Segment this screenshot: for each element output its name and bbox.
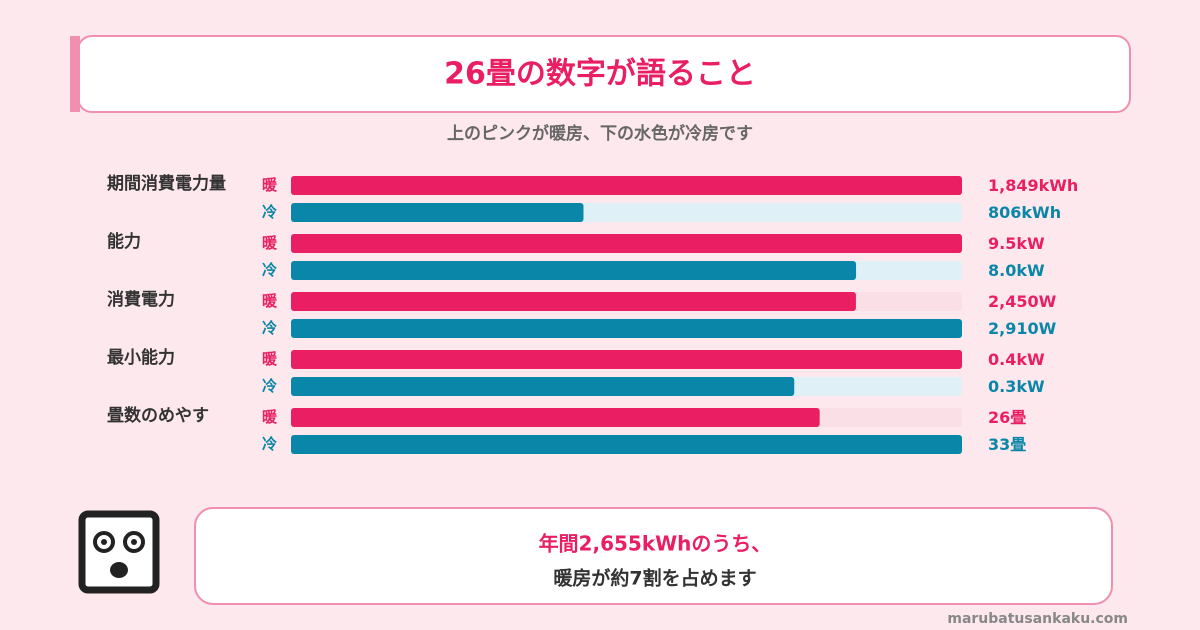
value-label: 0.3kW bbox=[988, 377, 1045, 396]
series-label: 冷 bbox=[262, 435, 277, 453]
value-label: 33畳 bbox=[988, 435, 1026, 454]
category-label: 消費電力 bbox=[107, 289, 175, 310]
icon-mouth bbox=[110, 562, 128, 578]
series-label: 暖 bbox=[262, 292, 278, 310]
series-label: 冷 bbox=[262, 377, 277, 395]
source: marubatusankaku.com bbox=[947, 611, 1128, 627]
category-label: 期間消費電力量 bbox=[107, 173, 226, 194]
series-label: 冷 bbox=[262, 203, 277, 221]
value-label: 8.0kW bbox=[988, 261, 1045, 280]
icon-pupil bbox=[101, 539, 107, 545]
bar bbox=[291, 377, 795, 396]
chart-title: 26畳の数字が語ること bbox=[444, 57, 756, 92]
bar bbox=[291, 435, 962, 454]
bar bbox=[291, 176, 962, 195]
category-label: 畳数のめやす bbox=[107, 405, 209, 426]
subtitle: 上のピンクが暖房、下の水色が冷房です bbox=[447, 123, 753, 144]
callout-line: 年間2,655kWhのうち、 bbox=[539, 532, 772, 556]
series-label: 冷 bbox=[262, 319, 277, 337]
bar bbox=[291, 292, 856, 311]
series-label: 暖 bbox=[262, 408, 278, 426]
category-label: 最小能力 bbox=[107, 347, 175, 368]
callout-box bbox=[194, 507, 1113, 605]
value-label: 9.5kW bbox=[988, 234, 1045, 253]
series-label: 暖 bbox=[262, 350, 278, 368]
bar-rows: 期間消費電力量暖 1,849kWh冷 806kWh能力暖 9.5kW冷 8.0kW消費電… bbox=[107, 173, 1078, 454]
bar bbox=[291, 350, 962, 369]
bar bbox=[291, 261, 857, 280]
series-label: 冷 bbox=[262, 261, 277, 279]
category-label: 能力 bbox=[107, 231, 141, 252]
icon-pupil bbox=[131, 539, 137, 545]
bar bbox=[291, 319, 962, 338]
bar bbox=[291, 203, 584, 222]
value-label: 26畳 bbox=[988, 408, 1026, 427]
value-label: 0.4kW bbox=[988, 350, 1045, 369]
series-label: 暖 bbox=[262, 234, 278, 252]
icon-frame bbox=[78, 510, 160, 594]
callout-line: 暖房が約7割を占めます bbox=[553, 567, 756, 590]
value-label: 2,450W bbox=[988, 292, 1057, 311]
value-label: 1,849kWh bbox=[988, 176, 1078, 195]
title-accent bbox=[70, 36, 80, 112]
series-label: 暖 bbox=[262, 176, 278, 194]
bar bbox=[291, 408, 820, 427]
value-label: 2,910W bbox=[988, 319, 1057, 338]
value-label: 806kWh bbox=[988, 203, 1061, 222]
bar bbox=[291, 234, 962, 253]
mascot-icon bbox=[78, 510, 160, 594]
